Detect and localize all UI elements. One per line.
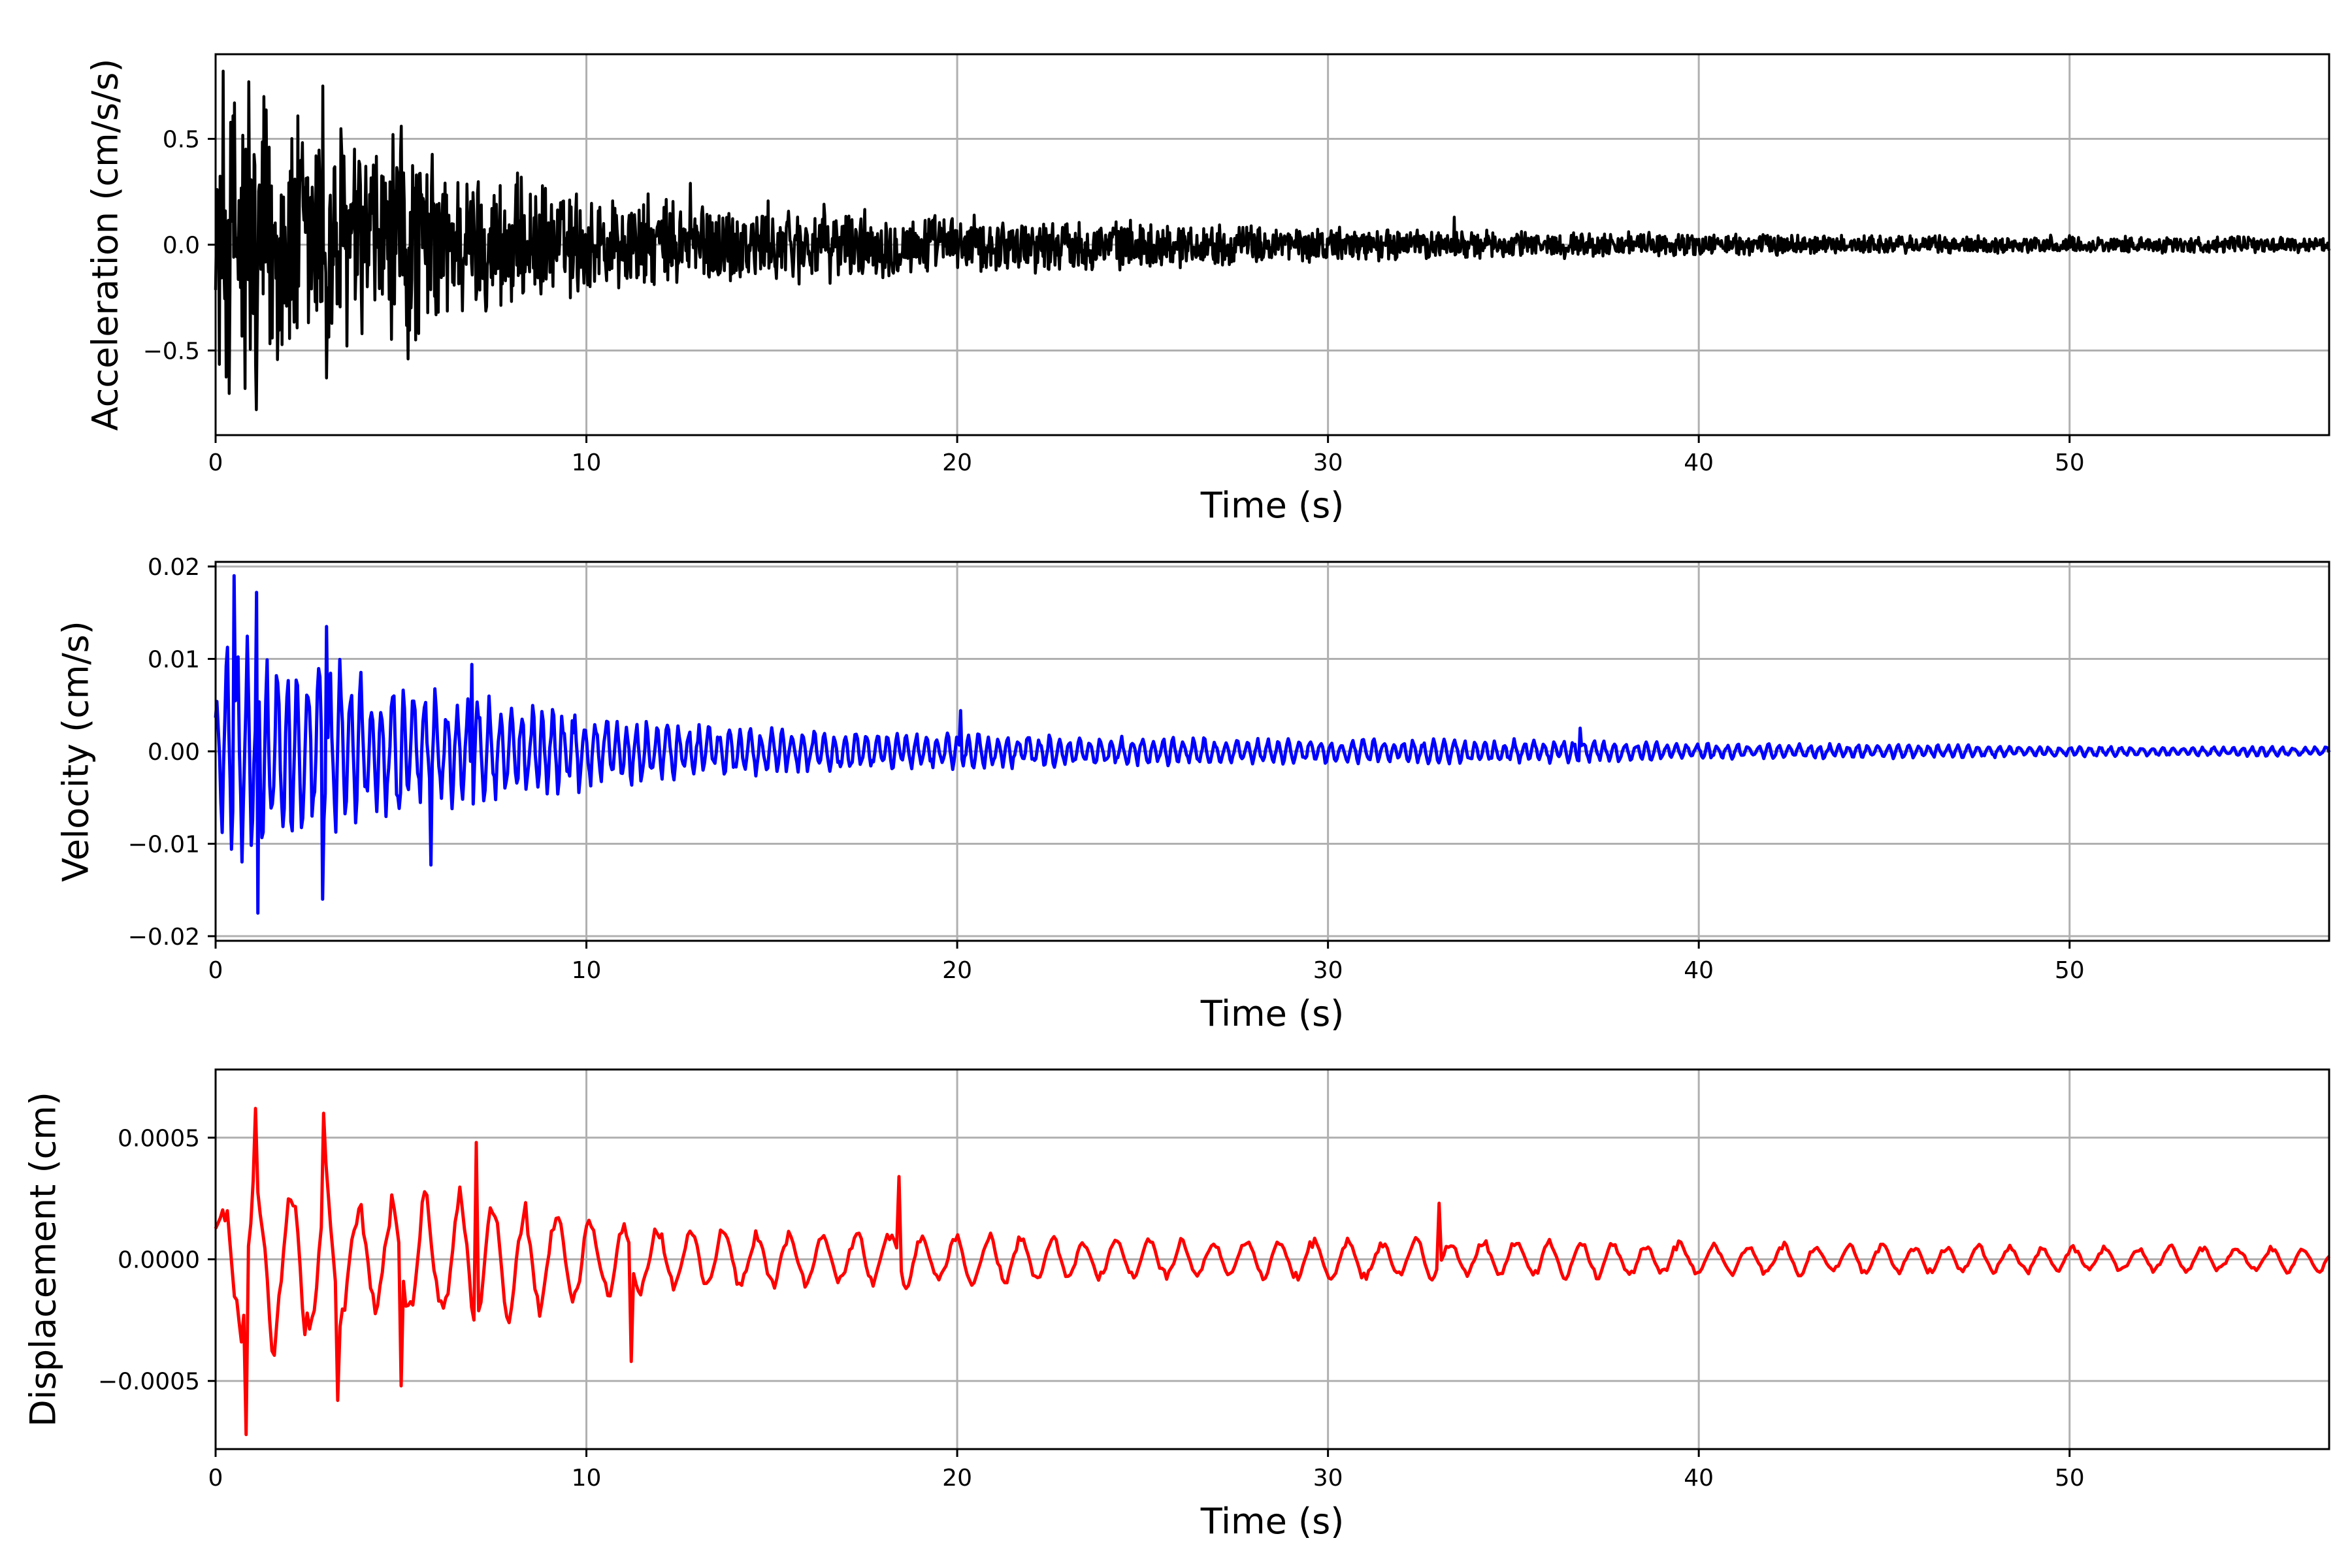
x-tick-label-1: 10 — [572, 1465, 602, 1492]
displacement-x-axis-title: Time (s) — [1200, 1501, 1345, 1542]
displacement-y-axis-title: Displacement (cm) — [23, 1092, 64, 1427]
displacement-trace — [214, 1107, 2330, 1437]
x-tick-label-0: 0 — [208, 1465, 223, 1492]
y-tick-label-2: 0.5 — [163, 127, 200, 154]
acceleration-ticks: 0 10 20 30 40 50 −0.5 0.0 0.5 — [143, 127, 2085, 476]
velocity-panel: 0 10 20 30 40 50 −0.02 −0.01 0.00 0.01 0.02 Time (… — [56, 554, 2331, 1034]
x-tick-label-3: 30 — [1313, 1465, 1343, 1492]
acceleration-panel: 0 10 20 30 40 50 −0.5 0.0 0.5 Time (s) Accelerat… — [85, 53, 2331, 526]
x-tick-label-3: 30 — [1313, 957, 1343, 984]
x-tick-label-1: 10 — [572, 957, 602, 984]
velocity-trace — [214, 574, 2331, 915]
y-tick-label-3: 0.01 — [148, 647, 200, 674]
y-tick-label-1: −0.01 — [128, 831, 200, 858]
y-tick-label-4: 0.02 — [148, 554, 200, 581]
y-tick-label-0: −0.5 — [143, 338, 200, 365]
x-tick-label-0: 0 — [208, 449, 223, 476]
acceleration-x-axis-title: Time (s) — [1200, 485, 1345, 526]
x-tick-label-5: 50 — [2055, 449, 2085, 476]
x-tick-label-2: 20 — [942, 957, 972, 984]
x-tick-label-3: 30 — [1313, 449, 1343, 476]
velocity-ticks: 0 10 20 30 40 50 −0.02 −0.01 0.00 0.01 0.02 — [128, 554, 2085, 984]
y-tick-label-1: 0.0 — [163, 233, 200, 259]
x-tick-label-5: 50 — [2055, 1465, 2085, 1492]
x-tick-label-2: 20 — [942, 1465, 972, 1492]
acceleration-y-axis-title: Acceleration (cm/s/s) — [85, 59, 126, 431]
displacement-grid — [214, 1070, 2329, 1449]
displacement-ticks: 0 10 20 30 40 50 −0.0005 0.0000 0.0005 — [98, 1125, 2085, 1492]
x-tick-label-4: 40 — [1684, 957, 1714, 984]
x-tick-label-4: 40 — [1684, 1465, 1714, 1492]
x-tick-label-5: 50 — [2055, 957, 2085, 984]
y-tick-label-1: 0.0000 — [118, 1247, 200, 1274]
x-tick-label-4: 40 — [1684, 449, 1714, 476]
y-tick-label-2: 0.00 — [148, 739, 200, 766]
x-tick-label-2: 20 — [942, 449, 972, 476]
acceleration-trace — [214, 69, 2331, 412]
velocity-x-axis-title: Time (s) — [1200, 993, 1345, 1034]
y-tick-label-0: −0.0005 — [98, 1369, 200, 1396]
x-tick-label-0: 0 — [208, 957, 223, 984]
y-tick-label-0: −0.02 — [128, 924, 200, 951]
velocity-y-axis-title: Velocity (cm/s) — [56, 621, 97, 882]
x-tick-label-1: 10 — [572, 449, 602, 476]
y-tick-label-2: 0.0005 — [118, 1125, 200, 1152]
